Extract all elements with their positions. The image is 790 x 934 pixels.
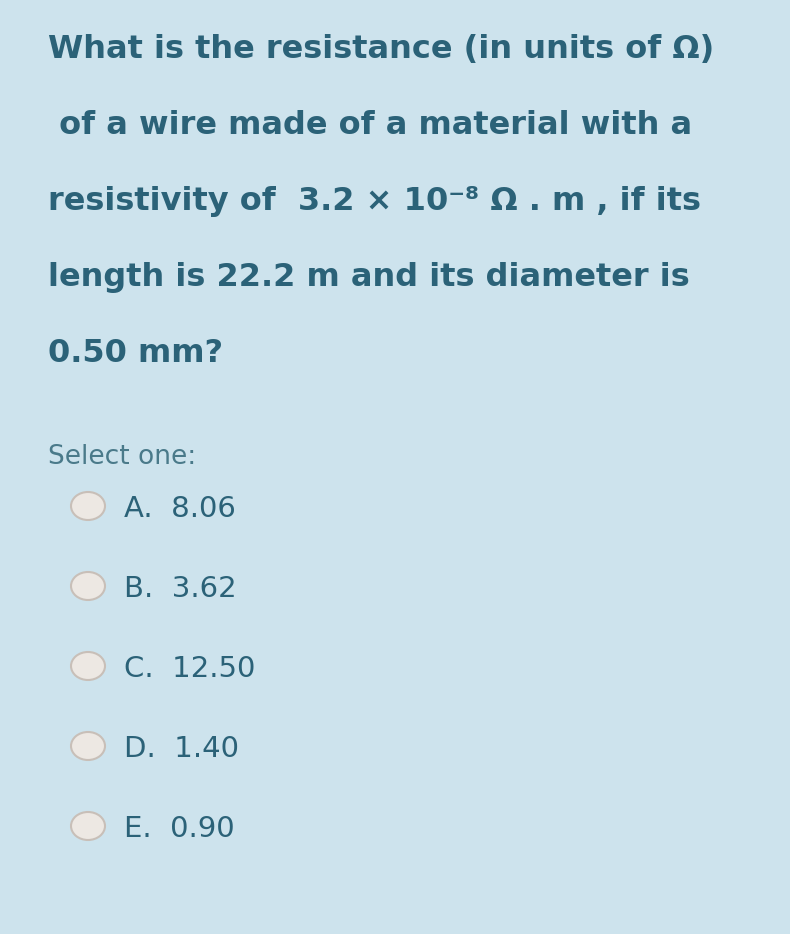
Text: resistivity of  3.2 × 10⁻⁸ Ω . m , if its: resistivity of 3.2 × 10⁻⁸ Ω . m , if its (48, 186, 701, 217)
FancyBboxPatch shape (6, 6, 784, 928)
Ellipse shape (71, 492, 105, 520)
Text: 0.50 mm?: 0.50 mm? (48, 338, 223, 369)
Ellipse shape (71, 732, 105, 760)
Text: E.  0.90: E. 0.90 (124, 815, 235, 843)
Text: of a wire made of a material with a: of a wire made of a material with a (48, 110, 692, 141)
Text: B.  3.62: B. 3.62 (124, 575, 237, 603)
Ellipse shape (71, 572, 105, 600)
Text: A.  8.06: A. 8.06 (124, 495, 236, 523)
Ellipse shape (71, 812, 105, 840)
Text: D.  1.40: D. 1.40 (124, 735, 239, 763)
Text: length is 22.2 m and its diameter is: length is 22.2 m and its diameter is (48, 262, 690, 293)
Text: Select one:: Select one: (48, 444, 196, 470)
Text: What is the resistance (in units of Ω): What is the resistance (in units of Ω) (48, 34, 714, 65)
Text: C.  12.50: C. 12.50 (124, 655, 255, 683)
Ellipse shape (71, 652, 105, 680)
